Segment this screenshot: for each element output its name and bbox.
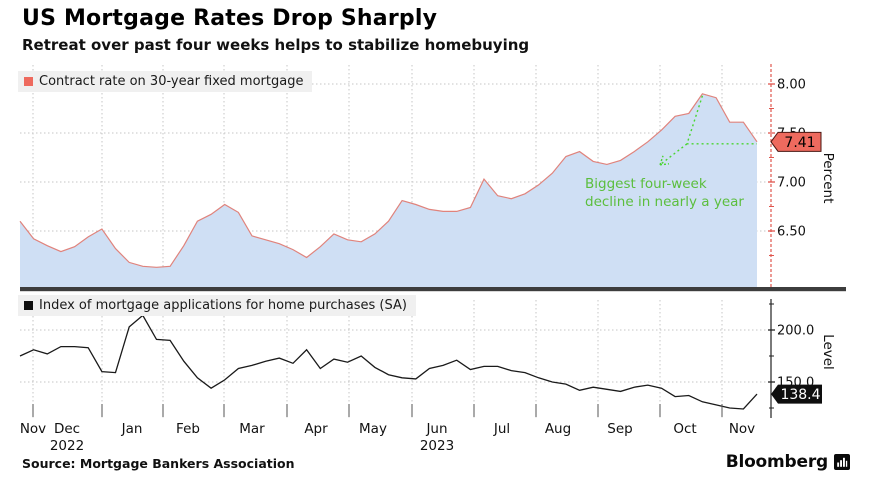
month-label: Apr [304,421,328,437]
month-label: Oct [673,421,696,437]
month-label: Nov [20,421,46,437]
rate-ytick-label: 7.00 [777,176,806,191]
bloomberg-terminal-icon [834,454,850,470]
page-subtitle: Retreat over past four weeks helps to st… [22,36,530,54]
rate-area-fill [20,93,757,287]
month-label: Mar [239,421,265,437]
applications-series-swatch [24,301,33,310]
rate-series-label: Contract rate on 30-year fixed mortgage [39,74,304,89]
annotation-text-line2: decline in nearly a year [585,194,744,210]
legend-applications-series: Index of mortgage applications for home … [18,295,416,316]
rate-last-value-badge: 7.41 [770,131,822,152]
svg-text:7.41: 7.41 [784,135,815,151]
month-label: Jun [425,421,447,437]
rate-ytick-label: 8.00 [777,78,806,93]
rate-line [19,93,758,268]
month-label: Jul [493,421,510,437]
applications-series-label: Index of mortgage applications for home … [39,298,407,313]
month-label: Feb [176,421,200,437]
legend-rate-series: Contract rate on 30-year fixed mortgage [18,71,313,92]
month-label: Sep [607,421,632,437]
svg-text:138.4: 138.4 [780,387,820,403]
applications-line [19,314,758,410]
rate-axis-title: Percent [820,153,836,204]
month-label: May [359,421,387,437]
month-label: Dec [54,421,80,437]
month-label: Aug [545,421,571,437]
applications-ytick-label: 200.0 [777,324,814,339]
applications-last-value-badge: 138.4 [771,384,822,404]
annotation-text-line1: Biggest four-week [585,176,707,192]
rate-chart [19,93,758,287]
applications-chart [19,314,758,410]
panel-divider [20,287,846,292]
annotation-biggest-decline: Biggest four-week decline in nearly a yea… [585,95,757,210]
source-note: Source: Mortgage Bankers Association [22,456,295,471]
rate-series-swatch [24,77,33,86]
month-axis: Nov Dec Jan Feb Mar Apr May Jun Jul Aug Sep Oct Nov2… [20,404,755,454]
year-label: 2022 [50,438,84,454]
month-label: Jan [121,421,143,437]
month-label: Nov [729,421,755,437]
bloomberg-logo: Bloomberg [726,452,850,472]
bloomberg-wordmark: Bloomberg [725,452,829,472]
rate-ytick-label: 6.50 [777,225,806,240]
applications-axis-title: Level [820,334,836,370]
year-label: 2023 [420,438,454,454]
page-title: US Mortgage Rates Drop Sharply [22,6,438,31]
